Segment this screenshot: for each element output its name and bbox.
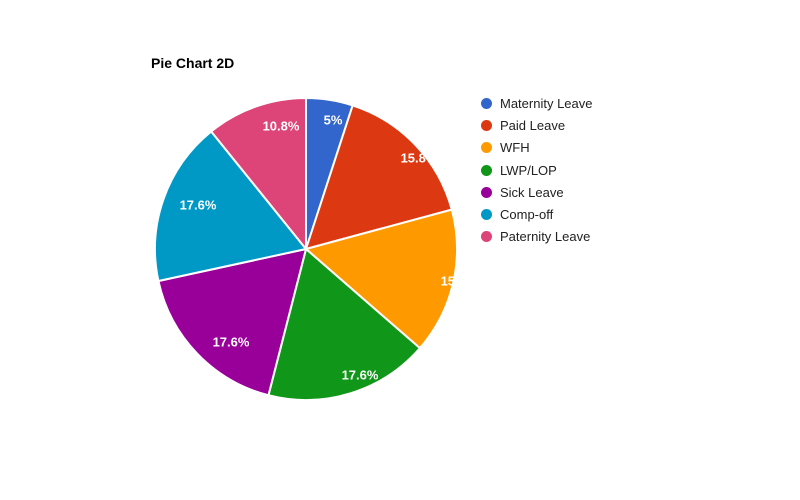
pie-slice-paid-leave[interactable] — [305, 104, 453, 250]
pie-slice-label-paternity-leave: 10.8% — [263, 119, 300, 134]
legend-marker-circle-icon — [481, 97, 492, 109]
legend-item-label: Comp-off — [500, 207, 554, 223]
pie-slice-label-maternity-leave: 5% — [324, 113, 343, 128]
legend-item-label: Paid Leave — [500, 117, 566, 133]
legend-item-label: Sick Leave — [500, 184, 564, 200]
legend-item-paternity-leave[interactable]: Paternity Leave — [481, 226, 593, 248]
legend-item-maternity-leave[interactable]: Maternity Leave — [481, 92, 593, 114]
legend-item-label: LWP/LOP — [500, 162, 557, 178]
legend: Maternity Leave Paid Leave WFH LWP/LOP Sick … — [481, 92, 593, 248]
pie-slice-paternity-leave[interactable] — [210, 97, 307, 250]
legend-item-label: Paternity Leave — [500, 229, 591, 245]
legend-item-comp-off[interactable]: Comp-off — [481, 203, 593, 225]
legend-item-lwp-lop[interactable]: LWP/LOP — [481, 159, 593, 181]
legend-marker-circle-icon — [481, 142, 492, 154]
legend-item-label: WFH — [500, 140, 530, 156]
legend-marker-circle-icon — [481, 164, 492, 176]
pie-slice-label-lwp-lop: 17.6% — [342, 368, 379, 383]
pie-slice-label-comp-off: 17.6% — [180, 198, 217, 213]
legend-marker-circle-icon — [481, 186, 492, 198]
legend-item-wfh[interactable]: WFH — [481, 137, 593, 159]
pie-slice-label-wfh: 15.6% — [441, 274, 478, 289]
legend-marker-circle-icon — [481, 231, 492, 243]
pie-slice-label-paid-leave: 15.8% — [401, 151, 438, 166]
legend-item-sick-leave[interactable]: Sick Leave — [481, 181, 593, 203]
pie-slice-wfh[interactable] — [305, 208, 458, 350]
legend-marker-circle-icon — [481, 209, 492, 221]
legend-item-paid-leave[interactable]: Paid Leave — [481, 114, 593, 136]
pie-slice-comp-off[interactable] — [154, 130, 307, 283]
pie-slice-sick-leave[interactable] — [157, 248, 307, 397]
pie-slice-label-sick-leave: 17.6% — [213, 335, 250, 350]
legend-marker-circle-icon — [481, 119, 492, 131]
chart-title: Pie Chart 2D — [151, 55, 235, 71]
pie-slice-lwp-lop[interactable] — [267, 248, 421, 401]
legend-item-label: Maternity Leave — [500, 95, 593, 111]
